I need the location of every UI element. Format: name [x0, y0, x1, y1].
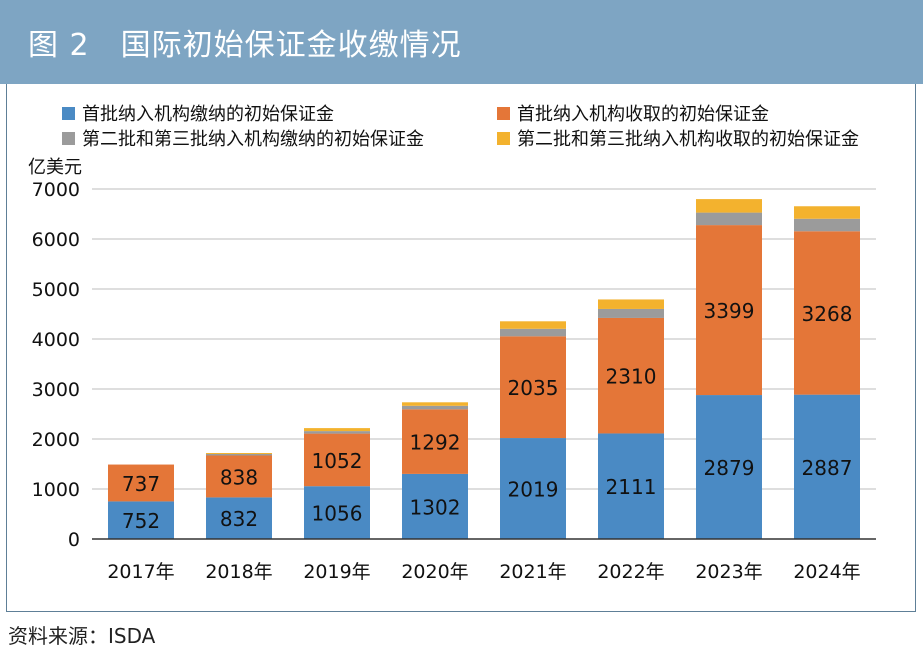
- legend: 首批纳入机构缴纳的初始保证金 首批纳入机构收取的初始保证金第二批和第三批纳入机构缴…: [62, 104, 859, 150]
- legend-swatch-2: [497, 107, 510, 120]
- y-tick-label: 3000: [32, 379, 80, 401]
- legend-swatch-3: [62, 132, 75, 145]
- data-label: 1302: [410, 495, 461, 519]
- bar-segment-s1: [696, 395, 762, 539]
- bar-segment-s1: [304, 486, 370, 539]
- data-label: 737: [122, 472, 160, 496]
- legend-label-4: 第二批和第三批纳入机构收取的初始保证金: [517, 129, 859, 150]
- data-label: 3268: [802, 302, 853, 326]
- data-label: 838: [220, 465, 258, 489]
- bar-segment-s2: [500, 336, 566, 439]
- bar-segment-s1: [206, 497, 272, 539]
- bar-segment-s3: [402, 405, 468, 410]
- bar-segment-s1: [500, 438, 566, 539]
- y-tick-label: 2000: [32, 429, 80, 451]
- bar-segment-s2: [402, 409, 468, 474]
- data-label: 2879: [704, 456, 755, 480]
- source-note: 资料来源：ISDA: [8, 624, 156, 648]
- x-tick-label: 2017年: [107, 561, 174, 583]
- y-tick-label: 6000: [32, 229, 80, 251]
- bar-segment-s2: [206, 455, 272, 498]
- y-tick-label: 0: [68, 529, 80, 551]
- y-axis-label: 亿美元: [28, 157, 82, 178]
- bar-segment-s2: [794, 231, 860, 395]
- x-tick-label: 2019年: [303, 561, 370, 583]
- bar-segment-s4: [696, 199, 762, 213]
- bar-stack-2021年: 2019 2035: [500, 321, 566, 539]
- bar-segment-s2: [696, 225, 762, 396]
- bar-stack-2017年: 752 737: [108, 464, 174, 539]
- data-label: 1056: [312, 502, 363, 526]
- data-label: 752: [122, 509, 160, 533]
- bar-stack-2023年: 2879 3399: [696, 199, 762, 539]
- title-bar: 图 2 国际初始保证金收缴情况: [0, 0, 923, 84]
- y-tick-label: 5000: [32, 279, 80, 301]
- legend-label-1: 首批纳入机构缴纳的初始保证金: [82, 104, 334, 125]
- bar-segment-s1: [598, 433, 664, 539]
- data-label: 3399: [704, 299, 755, 323]
- bar-segment-s2: [598, 317, 664, 434]
- x-tick-label: 2021年: [499, 561, 566, 583]
- bar-segment-s3: [598, 308, 664, 318]
- y-tick-label: 1000: [32, 479, 80, 501]
- y-tick-labels: 0 1000 2000 3000 4000 5000 6000 7000: [32, 179, 80, 551]
- bar-stack-2020年: 1302 1292: [402, 402, 468, 539]
- data-label: 832: [220, 507, 258, 531]
- data-label: 2019: [508, 478, 559, 502]
- bar-segment-s4: [500, 321, 566, 329]
- bar-stack-2024年: 2887 3268: [794, 206, 860, 539]
- bar-stack-2018年: 832 838: [206, 453, 272, 539]
- legend-swatch-1: [62, 107, 75, 120]
- chart-frame: [6, 84, 916, 612]
- figure-title: 图 2 国际初始保证金收缴情况: [28, 28, 462, 63]
- bar-segment-s3: [206, 454, 272, 456]
- bar-segment-s4: [402, 402, 468, 406]
- x-tick-label: 2020年: [401, 561, 468, 583]
- x-tick-label: 2018年: [205, 561, 272, 583]
- bar-segment-s4: [598, 299, 664, 309]
- bar-segment-s4: [304, 428, 370, 432]
- bar-segment-s1: [794, 394, 860, 539]
- bars: 752 737 832 838 1056 1052 1302 1292 2019 2035 2111…: [108, 199, 860, 539]
- data-label: 2035: [508, 376, 559, 400]
- bar-segment-s3: [304, 431, 370, 434]
- bar-segment-s4: [206, 453, 272, 454]
- bar-segment-s1: [402, 473, 468, 539]
- legend-label-3: 第二批和第三批纳入机构缴纳的初始保证金: [82, 129, 424, 150]
- bar-segment-s4: [794, 206, 860, 219]
- bar-segment-s3: [500, 328, 566, 337]
- bar-stack-2019年: 1056 1052: [304, 428, 370, 539]
- x-tick-labels: 2017年 2018年 2019年 2020年 2021年 2022年 2023年 2024年: [107, 561, 860, 583]
- data-label: 1292: [410, 431, 461, 455]
- bar-segment-s1: [108, 501, 174, 539]
- legend-swatch-4: [497, 132, 510, 145]
- y-tick-label: 7000: [32, 179, 80, 201]
- bar-segment-s2: [304, 433, 370, 487]
- data-label: 2887: [802, 456, 853, 480]
- x-tick-label: 2024年: [793, 561, 860, 583]
- x-tick-label: 2023年: [695, 561, 762, 583]
- bar-segment-s3: [696, 212, 762, 226]
- data-label: 2111: [606, 475, 657, 499]
- bar-stack-2022年: 2111 2310: [598, 299, 664, 539]
- y-tick-label: 4000: [32, 329, 80, 351]
- bar-segment-s3: [794, 218, 860, 232]
- data-label: 2310: [606, 365, 657, 389]
- legend-label-2: 首批纳入机构收取的初始保证金: [517, 104, 769, 125]
- data-label: 1052: [312, 449, 363, 473]
- bar-segment-s2: [108, 464, 174, 502]
- x-tick-label: 2022年: [597, 561, 664, 583]
